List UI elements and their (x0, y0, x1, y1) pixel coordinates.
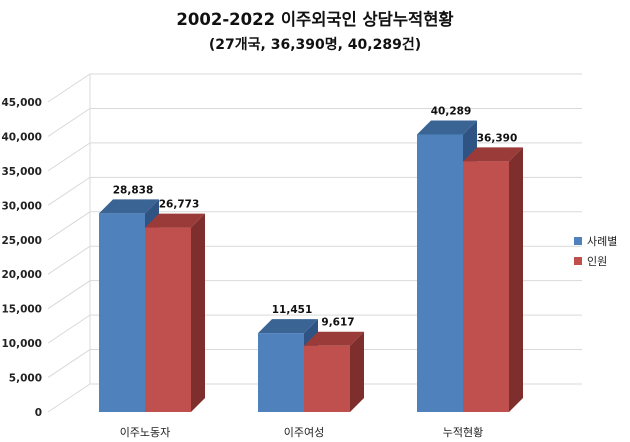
bar-top (145, 213, 205, 228)
legend-label: 인원 (587, 255, 607, 268)
y-tick-label: 30,000 (1, 200, 42, 212)
y-tick-label: 20,000 (1, 269, 42, 281)
category-label: 이주노동자 (120, 426, 171, 439)
bar-top (304, 331, 364, 346)
y-tick-label: 35,000 (1, 166, 42, 178)
grid-line (47, 73, 582, 103)
bar-top (417, 120, 477, 135)
y-tick-label: 0 (35, 407, 42, 419)
bar-series: 28,838 26,773 11,451 9,617 40,289 36,390 (99, 105, 523, 412)
bar (417, 134, 463, 412)
y-tick-label: 5,000 (9, 373, 42, 385)
bar-top (463, 147, 523, 162)
data-label: 36,390 (477, 132, 518, 144)
bar-side (191, 213, 205, 412)
bar (463, 161, 509, 412)
category-label: 이주여성 (284, 426, 324, 439)
chart-subtitle: (27개국, 36,390명, 40,289건) (208, 37, 422, 53)
data-label: 9,617 (321, 317, 354, 329)
data-label: 26,773 (159, 199, 200, 211)
data-label: 28,838 (113, 184, 154, 196)
bar (304, 345, 350, 412)
bar (145, 227, 191, 412)
chart-title: 2002-2022 이주외국인 상담누적현황 (176, 10, 454, 29)
y-tick-label: 10,000 (1, 338, 42, 350)
bar (99, 213, 145, 412)
bar-side (350, 331, 364, 412)
category-label: 누적현황 (443, 426, 483, 439)
bar-side (509, 147, 523, 412)
bar-top (258, 319, 318, 334)
legend-swatch (574, 237, 582, 245)
y-tick-label: 25,000 (1, 235, 42, 247)
y-tick-label: 40,000 (1, 131, 42, 143)
bar (258, 333, 304, 412)
x-axis-category-labels: 이주노동자 이주여성 누적현황 (120, 426, 484, 439)
legend-label: 사례별 (587, 235, 617, 248)
data-label: 11,451 (272, 304, 313, 316)
y-axis-tick-labels: 0 5,000 10,000 15,000 20,000 25,000 30,000 35,0… (1, 97, 42, 419)
y-tick-label: 15,000 (1, 304, 42, 316)
bar-top (99, 199, 159, 214)
y-tick-label: 45,000 (1, 97, 42, 109)
data-label: 40,289 (431, 105, 472, 117)
legend-swatch (574, 257, 582, 265)
